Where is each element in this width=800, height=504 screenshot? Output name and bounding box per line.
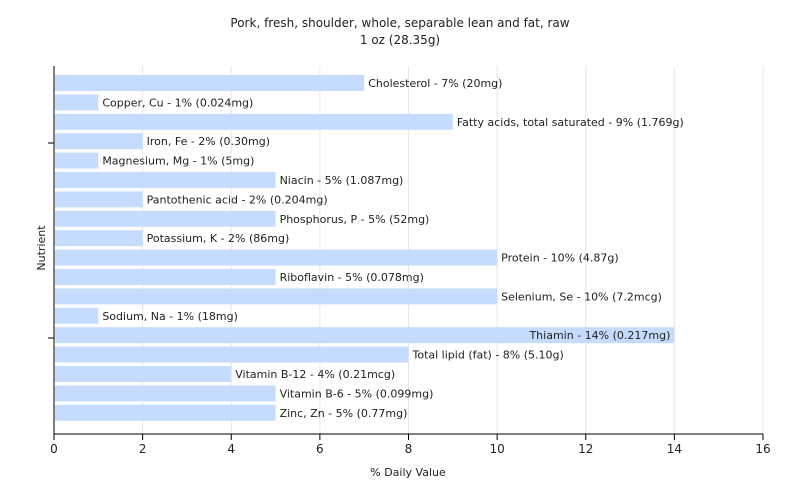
chart-title: Pork, fresh, shoulder, whole, separable … [230,16,569,30]
bar-17 [55,404,276,421]
bar-label-10: Riboflavin - 5% (0.078mg) [280,271,424,284]
x-tick-label-6: 12 [578,442,593,456]
bar-1 [55,94,99,111]
bar-16 [55,385,276,402]
bar-8 [55,230,143,247]
bar-7 [55,210,276,227]
x-tick-label-2: 4 [227,442,235,456]
bar-5 [55,172,276,188]
bar-label-13: Thiamin - 14% (0.217mg) [528,329,670,342]
y-axis-label: Nutrient [35,225,48,271]
bar-label-7: Phosphorus, P - 5% (52mg) [280,213,430,226]
bar-10 [55,269,276,285]
bar-label-3: Iron, Fe - 2% (0.30mg) [147,135,270,148]
bar-label-5: Niacin - 5% (1.087mg) [280,174,404,187]
x-tick-label-8: 16 [755,442,770,456]
bar-label-14: Total lipid (fat) - 8% (5.10g) [412,349,564,362]
chart-subtitle: 1 oz (28.35g) [360,33,440,47]
x-tick-label-4: 8 [405,442,413,456]
x-tick-label-3: 6 [316,442,324,456]
bar-label-12: Sodium, Na - 1% (18mg) [102,310,238,323]
bar-label-16: Vitamin B-6 - 5% (0.099mg) [280,387,434,400]
bar-0 [55,75,365,91]
x-axis-label: % Daily Value [370,466,446,479]
bar-label-6: Pantothenic acid - 2% (0.204mg) [147,193,328,206]
bar-6 [55,191,143,208]
bar-12 [55,307,99,324]
bar-label-1: Copper, Cu - 1% (0.024mg) [102,96,253,109]
bar-label-11: Selenium, Se - 10% (7.2mcg) [501,290,662,303]
x-tick-label-0: 0 [50,442,58,456]
bar-label-0: Cholesterol - 7% (20mg) [368,77,502,90]
bar-15 [55,366,232,382]
bar-label-17: Zinc, Zn - 5% (0.77mg) [280,407,408,420]
bar-11 [55,288,498,305]
bar-13 [55,327,675,344]
bar-label-9: Protein - 10% (4.87g) [501,252,619,265]
bar-2 [55,113,453,130]
bar-label-4: Magnesium, Mg - 1% (5mg) [102,155,254,168]
bar-label-15: Vitamin B-12 - 4% (0.21mcg) [235,368,395,381]
x-tick-label-1: 2 [139,442,147,456]
bars-group: Cholesterol - 7% (20mg) Copper, Cu - 1% (… [55,75,684,421]
x-tick-label-7: 14 [667,442,682,456]
bar-14 [55,346,409,363]
bar-4 [55,152,99,169]
bar-3 [55,133,143,150]
x-tick-label-5: 10 [489,442,504,456]
axes-group: 0 2 4 6 8 10 12 14 16 [48,66,771,456]
bar-label-8: Potassium, K - 2% (86mg) [147,232,290,245]
bar-9 [55,249,498,266]
bar-label-2: Fatty acids, total saturated - 9% (1.769… [457,116,684,129]
